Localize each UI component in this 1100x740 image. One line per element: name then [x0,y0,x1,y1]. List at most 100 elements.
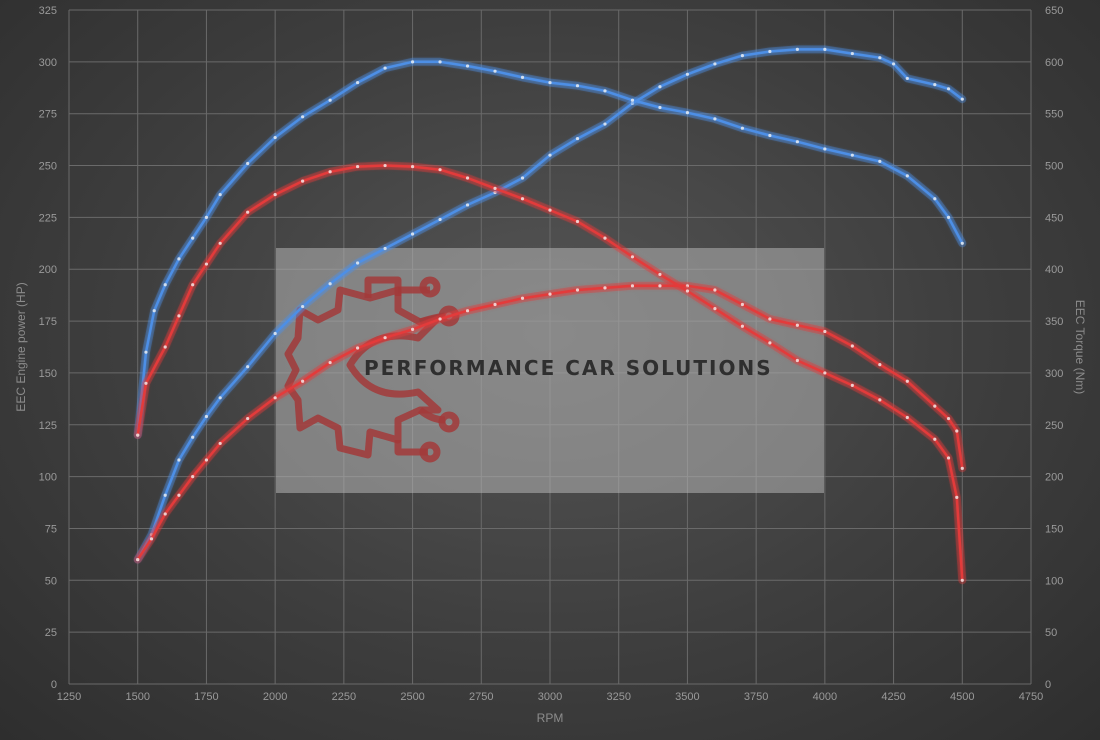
y-left-axis-title: EEC Engine power (HP) [14,282,28,411]
data-point [878,398,882,402]
y-left-tick-label: 125 [39,420,57,432]
x-tick-label: 1250 [57,691,81,703]
y-right-tick-label: 400 [1045,264,1063,276]
data-point [163,345,167,349]
data-point [191,283,195,287]
y-right-tick-label: 50 [1045,627,1057,639]
data-point [218,192,222,197]
x-tick-label: 3750 [744,691,768,703]
y-right-tick-label: 500 [1045,161,1063,173]
data-point [713,62,717,66]
data-point [630,284,635,288]
data-point [768,341,772,345]
data-point [713,288,717,292]
data-point [658,272,662,277]
x-axis-title: RPM [537,711,564,725]
data-point [575,84,580,88]
x-tick-label: 4500 [950,691,974,703]
x-tick-label: 2750 [469,691,493,703]
data-point [933,83,937,87]
data-point [144,381,148,385]
x-tick-label: 3250 [606,691,630,703]
watermark: PERFORMANCE CAR SOLUTIONS [276,248,824,493]
data-point [630,98,635,102]
axes: 1250 1500 1750 2000 2250 2500 2750 3000 3250 3500… [14,5,1087,725]
data-point [548,80,552,85]
data-point [204,215,209,219]
y-right-tick-label: 0 [1045,679,1051,691]
data-point [152,309,156,313]
data-point [191,475,195,479]
data-point [795,47,799,52]
data-point [136,557,140,562]
data-point [465,64,470,68]
data-point [246,416,250,421]
y-right-tick-label: 250 [1045,420,1063,432]
data-point [740,126,745,130]
data-point [548,153,552,157]
data-point [850,51,854,56]
data-point [685,72,690,76]
data-point [603,236,607,240]
y-left-tick-label: 325 [39,5,57,17]
data-point [149,537,154,541]
data-point [383,246,387,251]
data-point [328,282,332,286]
data-point [891,62,896,66]
data-point [328,170,332,174]
data-point [713,117,717,121]
data-point [301,304,305,309]
data-point [493,69,497,73]
data-point [823,371,827,375]
data-point [795,358,799,363]
data-point [960,578,964,582]
data-point [878,159,882,163]
y-right-tick-label: 450 [1045,212,1063,224]
data-point [630,101,635,105]
data-point [685,289,690,293]
data-point [163,512,167,516]
data-point [850,153,854,157]
data-point [946,456,951,460]
data-point [328,98,332,102]
data-point [177,493,181,497]
data-point [933,197,937,201]
data-point [575,136,580,141]
data-point [204,414,209,419]
series-line [136,60,964,437]
data-point [520,296,525,300]
x-tick-label: 2250 [332,691,356,703]
series-line [136,48,964,561]
data-point [905,76,909,81]
data-point [191,435,195,439]
data-point [191,236,195,240]
data-point [960,241,964,245]
data-point [301,115,305,119]
data-point [548,208,552,212]
data-point [383,66,387,70]
data-point [933,404,937,408]
data-point [493,190,497,195]
data-point [713,307,717,311]
series [133,45,967,585]
data-point [520,75,525,79]
data-point [823,329,827,334]
data-point [144,350,148,354]
x-tick-label: 2000 [263,691,287,703]
data-point [630,255,635,259]
x-tick-label: 4250 [881,691,905,703]
data-point [740,324,745,328]
data-point [163,283,167,287]
data-point [410,327,415,331]
data-point [177,257,181,261]
data-point [933,437,937,441]
data-point [438,217,442,222]
x-tick-label: 4000 [813,691,837,703]
data-point [204,262,209,266]
data-point [905,379,909,383]
data-point [850,383,854,387]
data-point [685,111,690,115]
y-right-tick-label: 550 [1045,109,1063,121]
x-tick-label: 1500 [125,691,149,703]
y-left-tick-label: 225 [39,212,57,224]
